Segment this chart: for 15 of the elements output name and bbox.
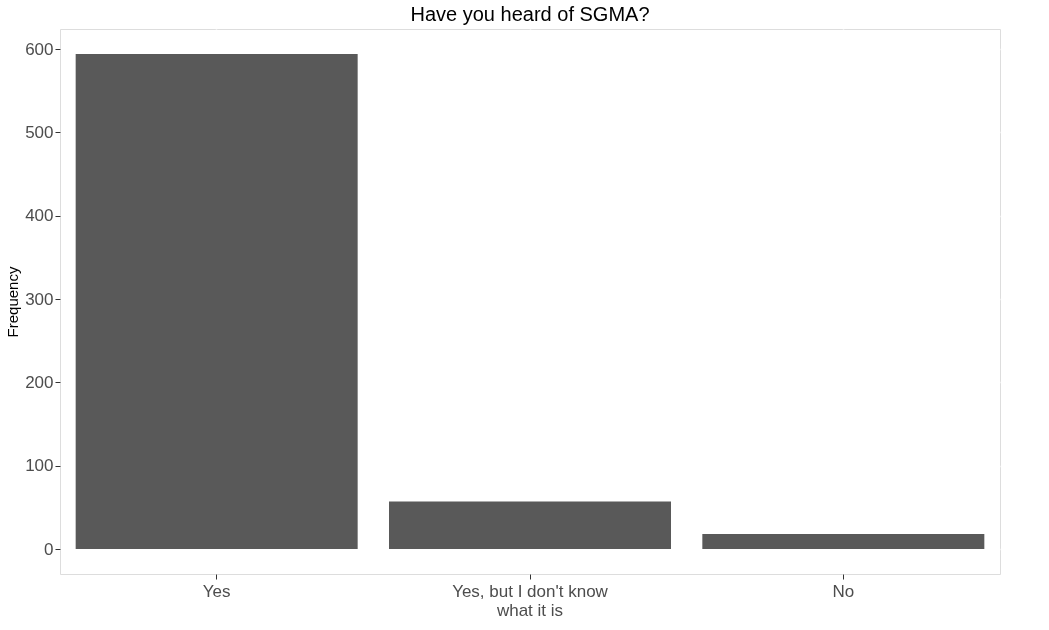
bar (702, 534, 985, 549)
y-tick-label: 600 (25, 39, 54, 59)
x-tick-label: Yes (202, 581, 231, 601)
x-tick-label: Yes, but I don't know what it is (452, 581, 609, 620)
y-tick-label: 0 (44, 539, 54, 559)
y-tick-label: 400 (25, 206, 54, 226)
y-axis-title: Frequency (4, 266, 22, 338)
x-tick-label: No (832, 581, 855, 601)
y-tick-label: 200 (25, 372, 54, 392)
y-tick-label: 300 (25, 289, 54, 309)
y-tick-label: 500 (25, 122, 54, 142)
y-tick-label: 100 (25, 456, 54, 476)
chart-title: Have you heard of SGMA? (410, 3, 650, 25)
bar (75, 54, 358, 549)
bar (389, 501, 671, 549)
